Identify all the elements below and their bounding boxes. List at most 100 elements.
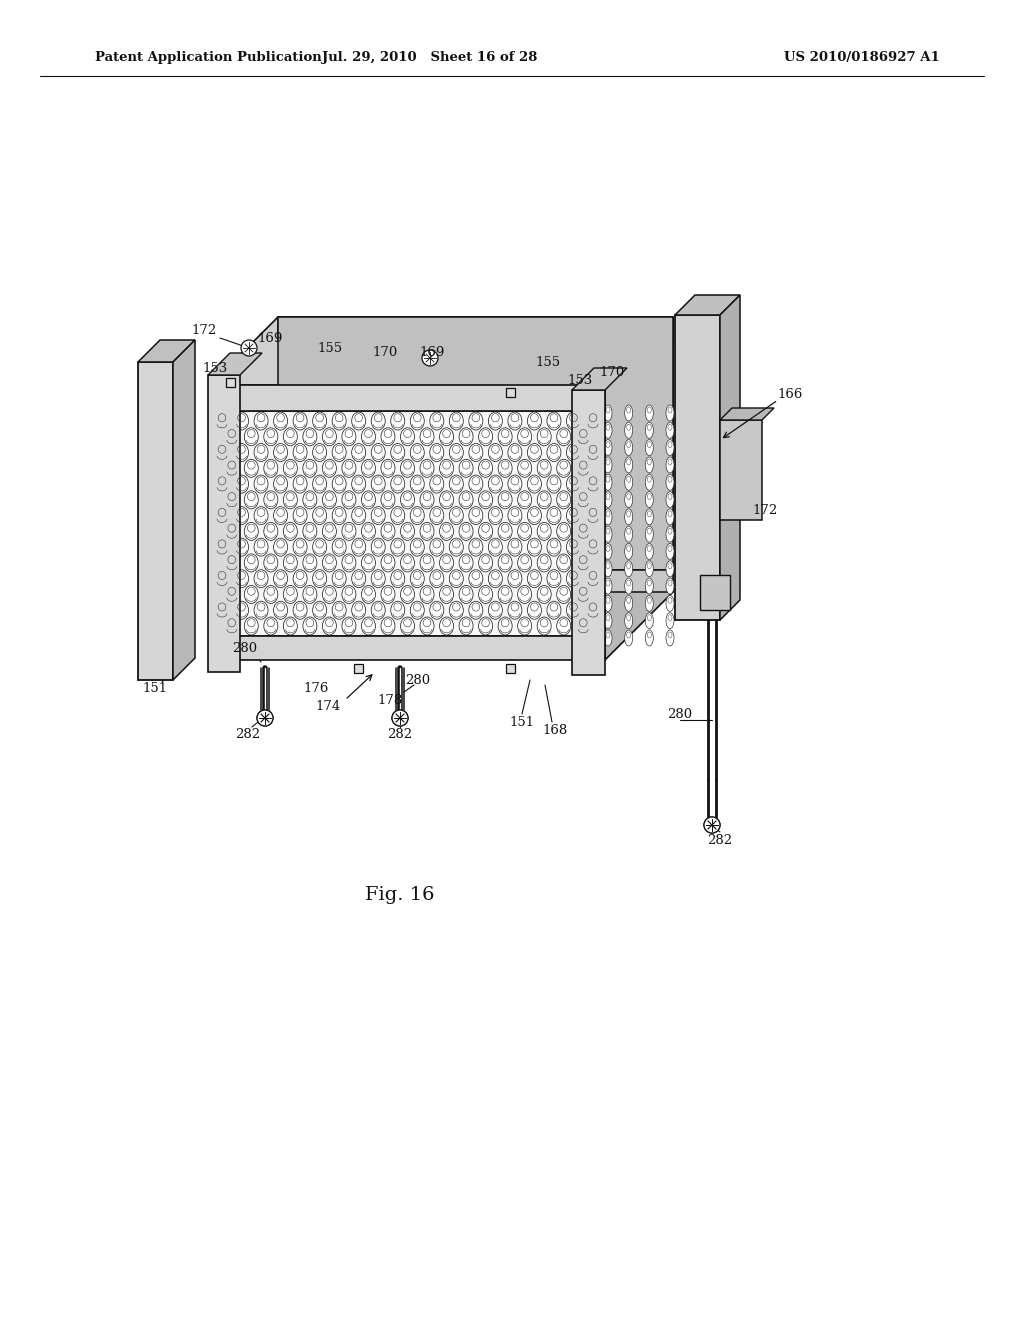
Ellipse shape xyxy=(645,578,653,594)
Ellipse shape xyxy=(254,412,268,430)
Ellipse shape xyxy=(254,475,268,494)
Ellipse shape xyxy=(332,570,346,587)
Text: 155: 155 xyxy=(317,342,343,355)
Ellipse shape xyxy=(381,554,395,572)
Ellipse shape xyxy=(400,616,415,635)
Ellipse shape xyxy=(498,554,512,572)
Ellipse shape xyxy=(430,570,443,587)
Ellipse shape xyxy=(566,444,581,462)
Ellipse shape xyxy=(518,491,531,508)
Polygon shape xyxy=(572,389,605,675)
Ellipse shape xyxy=(234,507,249,524)
Ellipse shape xyxy=(508,444,522,462)
Ellipse shape xyxy=(372,539,385,556)
Ellipse shape xyxy=(557,459,570,478)
Ellipse shape xyxy=(361,554,376,572)
Ellipse shape xyxy=(508,412,522,430)
Ellipse shape xyxy=(459,428,473,446)
Ellipse shape xyxy=(215,539,229,556)
Ellipse shape xyxy=(372,475,385,494)
Ellipse shape xyxy=(547,601,561,619)
Ellipse shape xyxy=(351,570,366,587)
Polygon shape xyxy=(210,636,605,660)
Polygon shape xyxy=(173,341,195,680)
Text: 176: 176 xyxy=(303,681,329,694)
Ellipse shape xyxy=(303,491,316,508)
Ellipse shape xyxy=(372,601,385,619)
Ellipse shape xyxy=(254,539,268,556)
Ellipse shape xyxy=(625,612,633,628)
Ellipse shape xyxy=(351,601,366,619)
Ellipse shape xyxy=(666,544,674,560)
Ellipse shape xyxy=(254,444,268,462)
Circle shape xyxy=(257,710,273,726)
Ellipse shape xyxy=(666,630,674,645)
Ellipse shape xyxy=(439,554,454,572)
Circle shape xyxy=(422,350,438,366)
Ellipse shape xyxy=(273,507,288,524)
Ellipse shape xyxy=(224,616,239,635)
Ellipse shape xyxy=(666,422,674,438)
Ellipse shape xyxy=(391,412,404,430)
Ellipse shape xyxy=(215,601,229,619)
Polygon shape xyxy=(675,315,720,620)
Ellipse shape xyxy=(666,440,674,455)
Ellipse shape xyxy=(666,612,674,628)
Text: Fig. 16: Fig. 16 xyxy=(366,886,435,904)
Ellipse shape xyxy=(508,601,522,619)
Ellipse shape xyxy=(215,412,229,430)
Ellipse shape xyxy=(527,475,542,494)
Ellipse shape xyxy=(215,507,229,524)
Ellipse shape xyxy=(381,428,395,446)
Ellipse shape xyxy=(234,601,249,619)
Ellipse shape xyxy=(478,554,493,572)
Polygon shape xyxy=(720,294,740,620)
Ellipse shape xyxy=(527,570,542,587)
Ellipse shape xyxy=(547,507,561,524)
Ellipse shape xyxy=(645,595,653,611)
Ellipse shape xyxy=(411,601,424,619)
Ellipse shape xyxy=(527,412,542,430)
Ellipse shape xyxy=(361,428,376,446)
Ellipse shape xyxy=(312,444,327,462)
Ellipse shape xyxy=(351,539,366,556)
Ellipse shape xyxy=(273,444,288,462)
Ellipse shape xyxy=(323,616,337,635)
Ellipse shape xyxy=(459,523,473,540)
Ellipse shape xyxy=(538,586,551,603)
Ellipse shape xyxy=(332,507,346,524)
Ellipse shape xyxy=(430,475,443,494)
Ellipse shape xyxy=(284,428,297,446)
Ellipse shape xyxy=(469,475,483,494)
Ellipse shape xyxy=(604,474,612,490)
Ellipse shape xyxy=(547,539,561,556)
Ellipse shape xyxy=(224,523,239,540)
Ellipse shape xyxy=(625,595,633,611)
Polygon shape xyxy=(138,362,173,680)
Ellipse shape xyxy=(234,475,249,494)
Ellipse shape xyxy=(459,491,473,508)
Ellipse shape xyxy=(420,616,434,635)
Ellipse shape xyxy=(411,412,424,430)
Ellipse shape xyxy=(381,616,395,635)
Text: 170: 170 xyxy=(373,346,397,359)
Ellipse shape xyxy=(577,428,590,446)
Ellipse shape xyxy=(215,570,229,587)
Ellipse shape xyxy=(224,586,239,603)
Ellipse shape xyxy=(566,507,581,524)
Ellipse shape xyxy=(538,459,551,478)
Ellipse shape xyxy=(459,459,473,478)
Ellipse shape xyxy=(577,616,590,635)
Ellipse shape xyxy=(478,523,493,540)
Ellipse shape xyxy=(273,475,288,494)
Ellipse shape xyxy=(234,444,249,462)
Ellipse shape xyxy=(586,601,600,619)
Polygon shape xyxy=(720,408,774,420)
Ellipse shape xyxy=(538,428,551,446)
Ellipse shape xyxy=(666,527,674,543)
Ellipse shape xyxy=(391,539,404,556)
Ellipse shape xyxy=(625,422,633,438)
Ellipse shape xyxy=(323,491,337,508)
Ellipse shape xyxy=(430,539,443,556)
Ellipse shape xyxy=(391,601,404,619)
